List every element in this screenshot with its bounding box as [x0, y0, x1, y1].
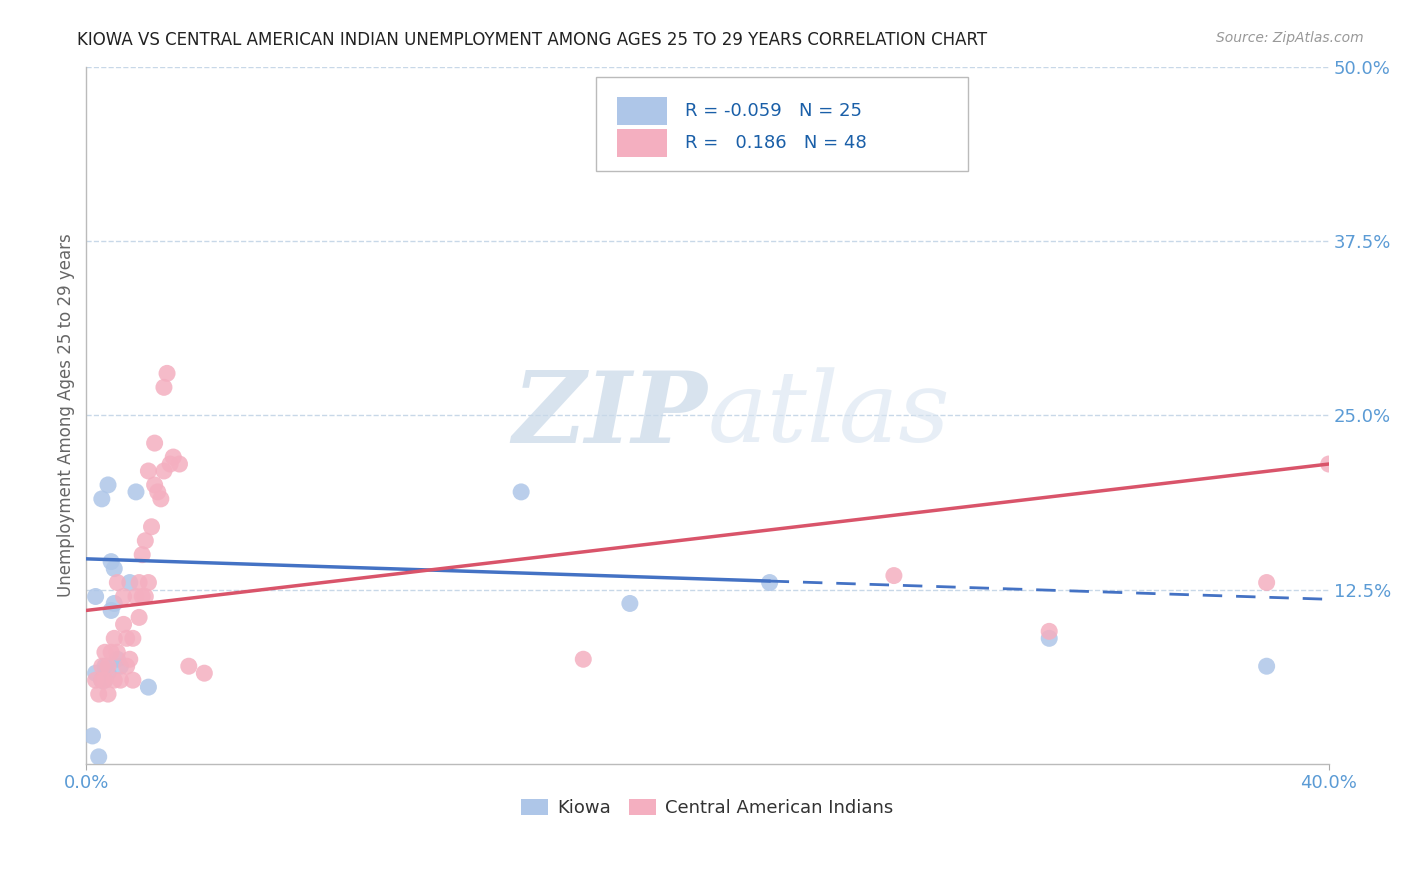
Point [134, 590, 156, 604]
Point [128, 610, 150, 624]
Point [90, 673, 112, 688]
Point [90, 659, 112, 673]
Point [110, 673, 132, 688]
Point [572, 652, 595, 666]
Point [118, 575, 141, 590]
Point [90, 673, 112, 688]
Point [1256, 659, 1278, 673]
Point [138, 680, 160, 694]
Point [105, 645, 128, 659]
Point [112, 617, 135, 632]
Point [84, 590, 107, 604]
Point [94, 673, 117, 688]
Point [883, 568, 905, 582]
Point [87, 749, 110, 764]
Text: ZIP: ZIP [513, 367, 707, 464]
Point [94, 645, 117, 659]
Point [149, 491, 172, 506]
Point [128, 575, 150, 590]
Point [193, 666, 215, 681]
Point [134, 533, 156, 548]
Point [97, 659, 120, 673]
FancyBboxPatch shape [617, 97, 666, 125]
Point [84, 666, 107, 681]
Point [159, 457, 181, 471]
Point [1317, 457, 1340, 471]
Text: R =   0.186   N = 48: R = 0.186 N = 48 [685, 135, 868, 153]
Point [510, 484, 533, 499]
Y-axis label: Unemployment Among Ages 25 to 29 years: Unemployment Among Ages 25 to 29 years [58, 234, 75, 597]
Point [90, 491, 112, 506]
Text: atlas: atlas [707, 368, 950, 463]
Point [169, 457, 191, 471]
Point [100, 555, 122, 569]
Point [115, 632, 138, 646]
Point [138, 575, 160, 590]
Point [115, 659, 138, 673]
Point [177, 659, 200, 673]
Point [1256, 575, 1278, 590]
Point [118, 652, 141, 666]
Point [97, 478, 120, 492]
FancyBboxPatch shape [617, 129, 666, 157]
Point [122, 632, 145, 646]
Point [162, 450, 184, 464]
Text: Source: ZipAtlas.com: Source: ZipAtlas.com [1216, 31, 1364, 45]
Point [153, 464, 176, 478]
Point [97, 687, 120, 701]
Text: R = -0.059   N = 25: R = -0.059 N = 25 [685, 102, 862, 120]
Point [103, 597, 125, 611]
FancyBboxPatch shape [596, 77, 969, 171]
Point [125, 484, 148, 499]
Point [619, 597, 641, 611]
Point [103, 561, 125, 575]
Point [90, 673, 112, 688]
Point [1038, 624, 1060, 639]
Point [125, 590, 148, 604]
Point [143, 478, 166, 492]
Point [84, 673, 107, 688]
Point [122, 673, 145, 688]
Point [143, 436, 166, 450]
Point [103, 673, 125, 688]
Point [141, 520, 163, 534]
Point [138, 464, 160, 478]
Point [100, 603, 122, 617]
Point [758, 575, 780, 590]
Point [131, 590, 153, 604]
Point [1038, 632, 1060, 646]
Point [94, 673, 117, 688]
Point [105, 652, 128, 666]
Legend: Kiowa, Central American Indians: Kiowa, Central American Indians [515, 792, 901, 824]
Point [153, 380, 176, 394]
Point [100, 645, 122, 659]
Point [82, 729, 104, 743]
Point [103, 632, 125, 646]
Point [156, 367, 179, 381]
Point [105, 575, 128, 590]
Point [112, 590, 135, 604]
Point [131, 548, 153, 562]
Point [94, 659, 117, 673]
Point [146, 484, 169, 499]
Point [110, 659, 132, 673]
Text: KIOWA VS CENTRAL AMERICAN INDIAN UNEMPLOYMENT AMONG AGES 25 TO 29 YEARS CORRELAT: KIOWA VS CENTRAL AMERICAN INDIAN UNEMPLO… [77, 31, 987, 49]
Point [87, 687, 110, 701]
Point [97, 666, 120, 681]
